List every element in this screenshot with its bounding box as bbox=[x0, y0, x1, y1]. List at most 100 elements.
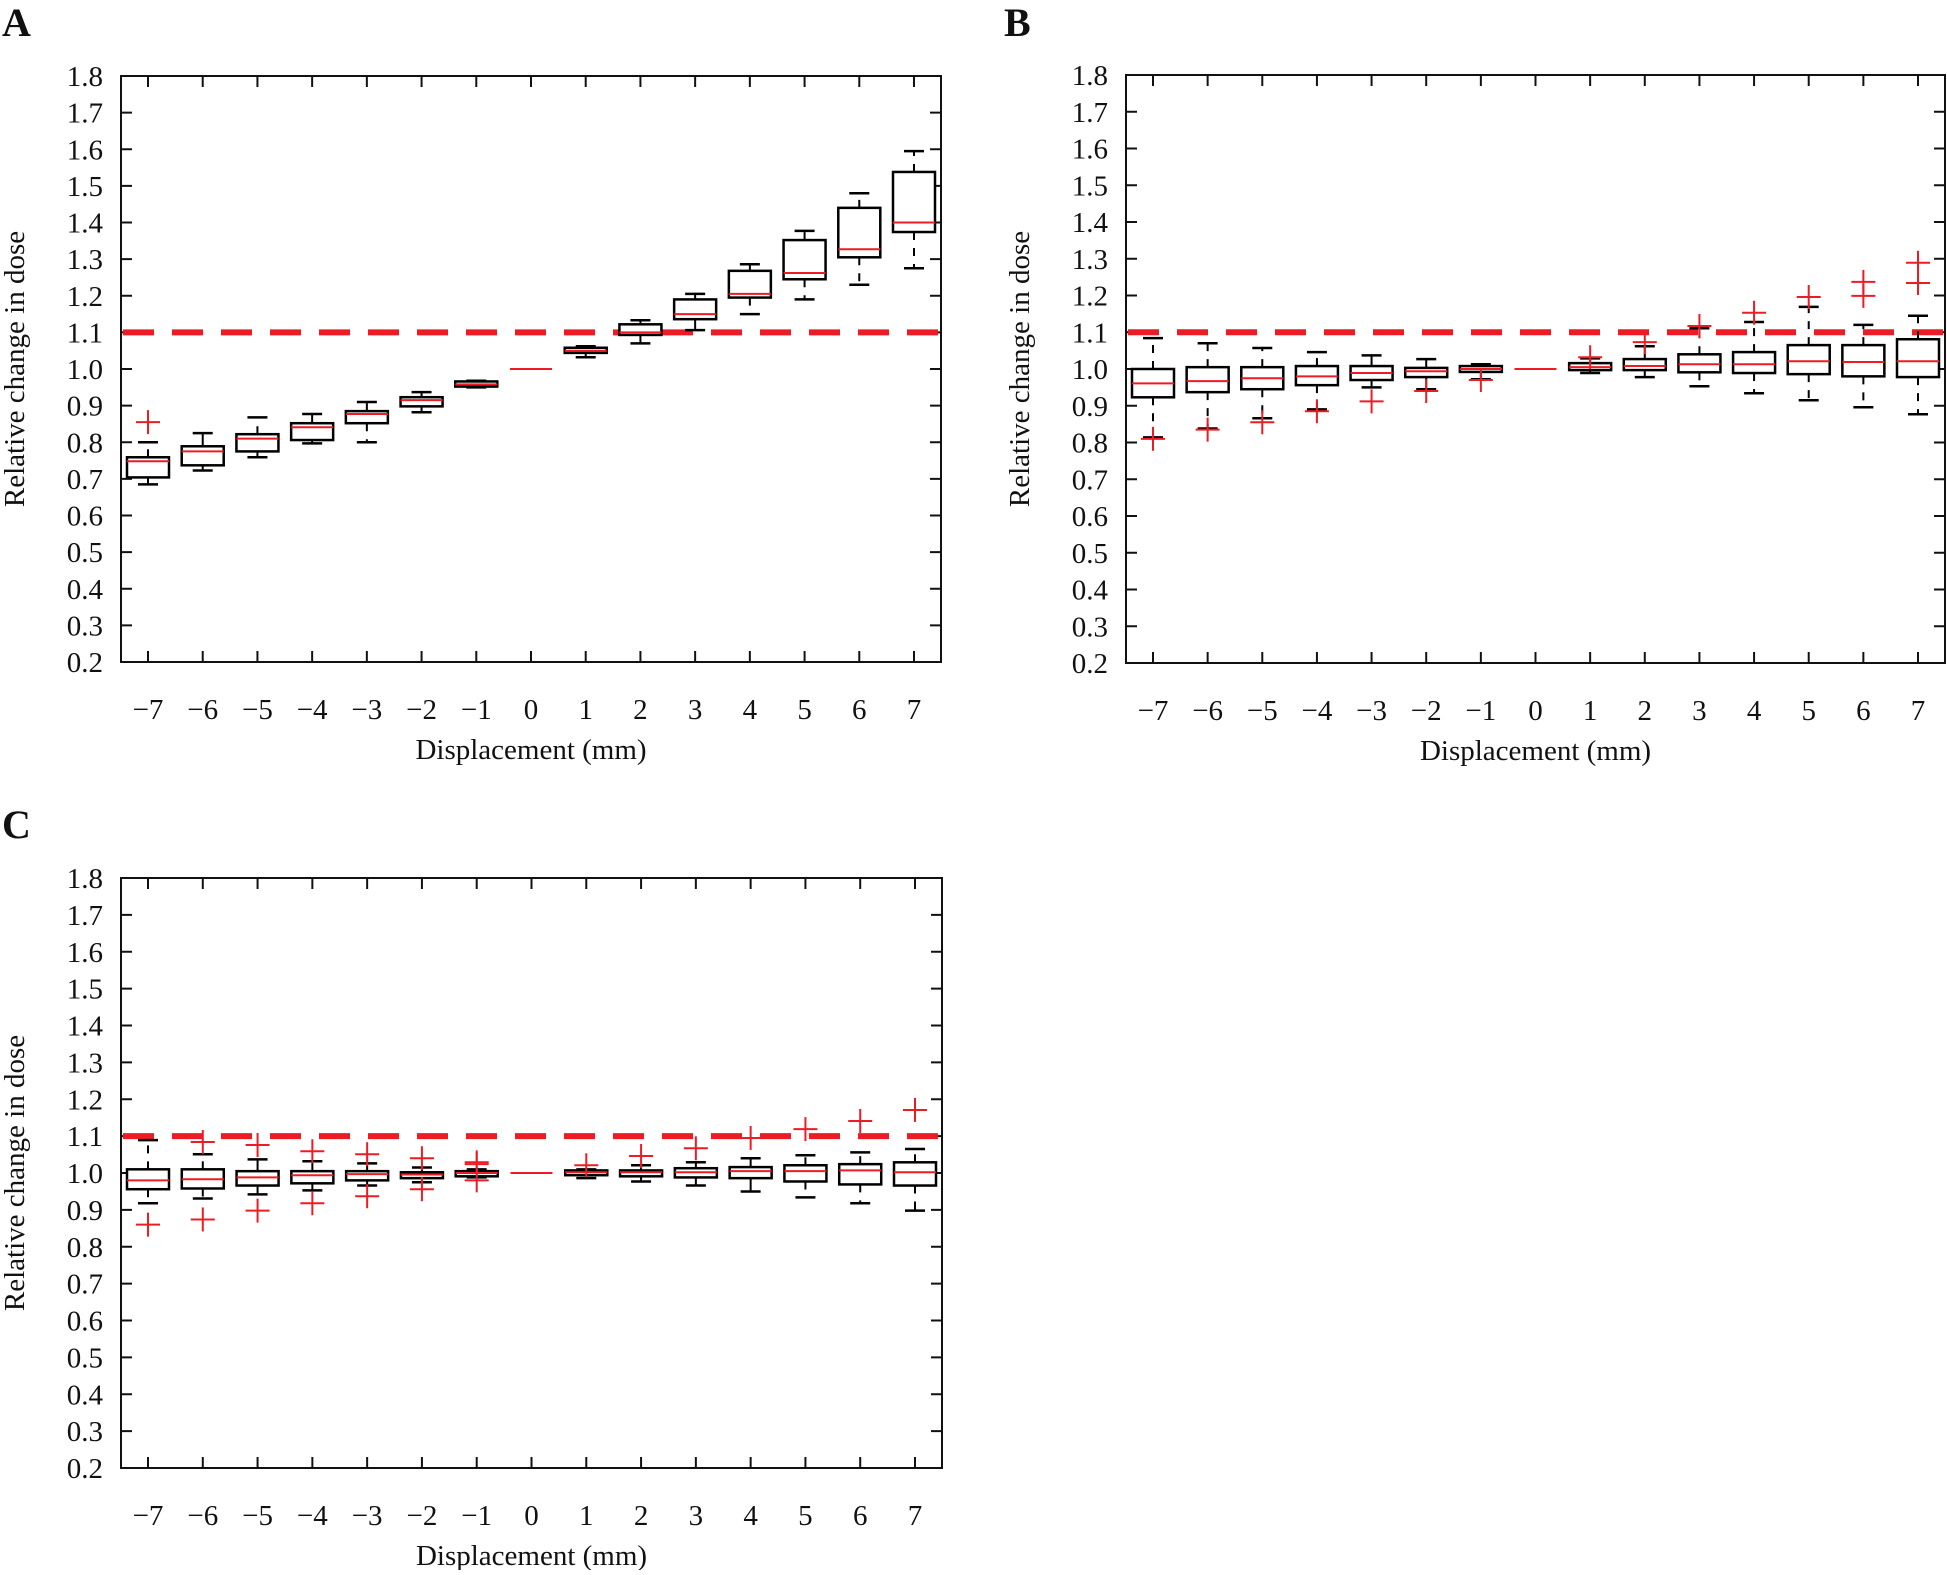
y-tick-label: 0.7 bbox=[67, 1269, 103, 1301]
x-tick-label: 3 bbox=[1692, 695, 1707, 727]
x-tick-label: 1 bbox=[579, 1500, 594, 1532]
outlier-marker bbox=[464, 1150, 489, 1175]
x-tick-label: −5 bbox=[1247, 695, 1278, 727]
box-group bbox=[1294, 350, 1340, 424]
x-tick-label: −6 bbox=[1192, 695, 1223, 727]
box-group bbox=[1130, 336, 1176, 451]
box-group bbox=[454, 1150, 499, 1193]
x-tick-label: 6 bbox=[852, 694, 867, 726]
box-group bbox=[1349, 354, 1394, 414]
outlier-marker bbox=[629, 1144, 654, 1169]
box bbox=[618, 323, 663, 337]
box bbox=[728, 1165, 773, 1180]
box-group bbox=[1458, 362, 1504, 393]
x-tick-label: −1 bbox=[1465, 695, 1496, 727]
box bbox=[180, 445, 225, 467]
box-group bbox=[235, 416, 280, 459]
x-axis-title: Displacement (mm) bbox=[415, 734, 646, 766]
y-tick-label: 1.8 bbox=[67, 61, 103, 93]
box bbox=[344, 409, 390, 425]
outlier-marker bbox=[245, 1198, 270, 1223]
y-tick-label: 0.4 bbox=[67, 574, 104, 606]
y-tick-label: 0.6 bbox=[67, 1306, 103, 1338]
x-tick-label: 5 bbox=[798, 1500, 813, 1532]
y-tick-label: 1.6 bbox=[67, 134, 103, 166]
box bbox=[1185, 365, 1230, 394]
x-tick-label: −2 bbox=[406, 1500, 437, 1532]
box-group bbox=[783, 1117, 828, 1199]
panel-letter: C bbox=[2, 802, 31, 847]
box bbox=[125, 1168, 171, 1191]
x-tick-label: −2 bbox=[406, 694, 437, 726]
outlier-marker bbox=[1141, 426, 1165, 451]
outlier-marker bbox=[1195, 417, 1220, 442]
box-group bbox=[727, 263, 773, 316]
outlier-marker bbox=[1742, 300, 1767, 325]
box-group bbox=[1185, 342, 1230, 442]
x-tick-label: 2 bbox=[1638, 695, 1653, 727]
x-axis-title: Displacement (mm) bbox=[416, 1540, 647, 1570]
y-tick-label: 0.5 bbox=[67, 1342, 103, 1374]
x-tick-label: 2 bbox=[634, 1500, 649, 1532]
x-tick-label: 4 bbox=[743, 1500, 758, 1532]
box bbox=[672, 298, 718, 321]
x-tick-label: 4 bbox=[743, 694, 758, 726]
x-tick-label: 0 bbox=[524, 694, 539, 726]
x-tick-label: −4 bbox=[297, 1500, 328, 1532]
box bbox=[1786, 343, 1831, 376]
x-tick-label: 0 bbox=[524, 1500, 539, 1532]
y-tick-label: 1.7 bbox=[67, 98, 103, 130]
y-tick-label: 0.4 bbox=[67, 1379, 104, 1411]
x-tick-label: −3 bbox=[351, 694, 382, 726]
box bbox=[1895, 337, 1941, 379]
outlier-marker bbox=[574, 1153, 599, 1178]
outlier-marker bbox=[683, 1136, 708, 1161]
y-axis-title: Relative change in dose bbox=[1004, 231, 1036, 507]
y-tick-label: 0.2 bbox=[67, 647, 103, 679]
y-tick-label: 1.6 bbox=[67, 937, 103, 969]
outlier-marker bbox=[300, 1191, 325, 1216]
outlier-marker bbox=[136, 1212, 160, 1237]
box-group bbox=[892, 1097, 938, 1212]
outlier-marker bbox=[300, 1139, 325, 1164]
x-tick-label: 5 bbox=[797, 694, 812, 726]
x-tick-label: −6 bbox=[187, 1500, 218, 1532]
y-tick-label: 1.2 bbox=[1072, 281, 1108, 313]
x-tick-label: 4 bbox=[1747, 695, 1762, 727]
box-group bbox=[837, 191, 882, 287]
y-tick-label: 0.3 bbox=[1072, 611, 1108, 643]
y-tick-label: 1.8 bbox=[1072, 60, 1108, 92]
box bbox=[235, 432, 280, 453]
box-group bbox=[1240, 346, 1285, 435]
box bbox=[399, 395, 444, 408]
outlier-marker bbox=[1632, 330, 1657, 355]
x-tick-label: 1 bbox=[578, 694, 593, 726]
y-tick-label: 1.2 bbox=[67, 281, 103, 313]
outlier-marker bbox=[1359, 389, 1384, 414]
box-group bbox=[673, 1136, 719, 1187]
box bbox=[289, 421, 335, 442]
y-axis-title: Relative change in dose bbox=[0, 231, 31, 507]
box-group bbox=[290, 1139, 335, 1216]
box bbox=[837, 1162, 883, 1186]
y-tick-label: 1.0 bbox=[67, 1158, 103, 1190]
y-tick-label: 1.6 bbox=[1072, 134, 1108, 166]
box-group bbox=[399, 390, 444, 414]
outlier-marker bbox=[1906, 271, 1930, 296]
box-group bbox=[837, 1109, 883, 1205]
box bbox=[1841, 343, 1886, 378]
box-group bbox=[618, 1144, 664, 1183]
outlier-marker bbox=[1468, 368, 1493, 393]
x-tick-label: −5 bbox=[242, 1500, 273, 1532]
box-group bbox=[1567, 345, 1613, 375]
box bbox=[1622, 357, 1668, 372]
outlier-marker bbox=[355, 1184, 380, 1209]
box-group bbox=[235, 1132, 280, 1223]
outlier-marker bbox=[245, 1132, 270, 1157]
box-group bbox=[399, 1146, 445, 1202]
box-group bbox=[180, 1130, 226, 1232]
outlier-marker bbox=[903, 1097, 927, 1122]
y-tick-label: 1.3 bbox=[67, 1047, 103, 1079]
